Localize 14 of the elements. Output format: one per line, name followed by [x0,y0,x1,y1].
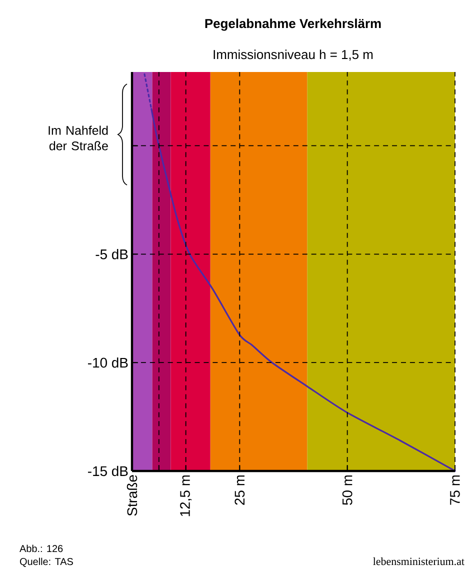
text: Im Nahfeld der Straße [48,126,108,150]
x-tick-label: 12,5 m [180,475,192,516]
y-tick-label: -10 dB [88,357,128,368]
x-tick-label: 75 m [450,475,460,505]
text: lebensministerium.at [373,557,464,566]
chart-subtitle: Immissionsniveau h = 1,5 m [214,50,373,61]
chart-title: Pegelabnahme Verkehrslärm [205,18,381,31]
x-tick-label: 50 m [342,475,352,505]
source-note: Quelle: TAS [20,558,73,567]
x-tick-label: 25 m [234,475,245,505]
text: Abb.: 126 [20,544,63,552]
y-tick-label: -5 dB [96,249,128,260]
x-tick-label: Straße [126,475,138,516]
y-tick-label: -15 dB [88,466,128,476]
